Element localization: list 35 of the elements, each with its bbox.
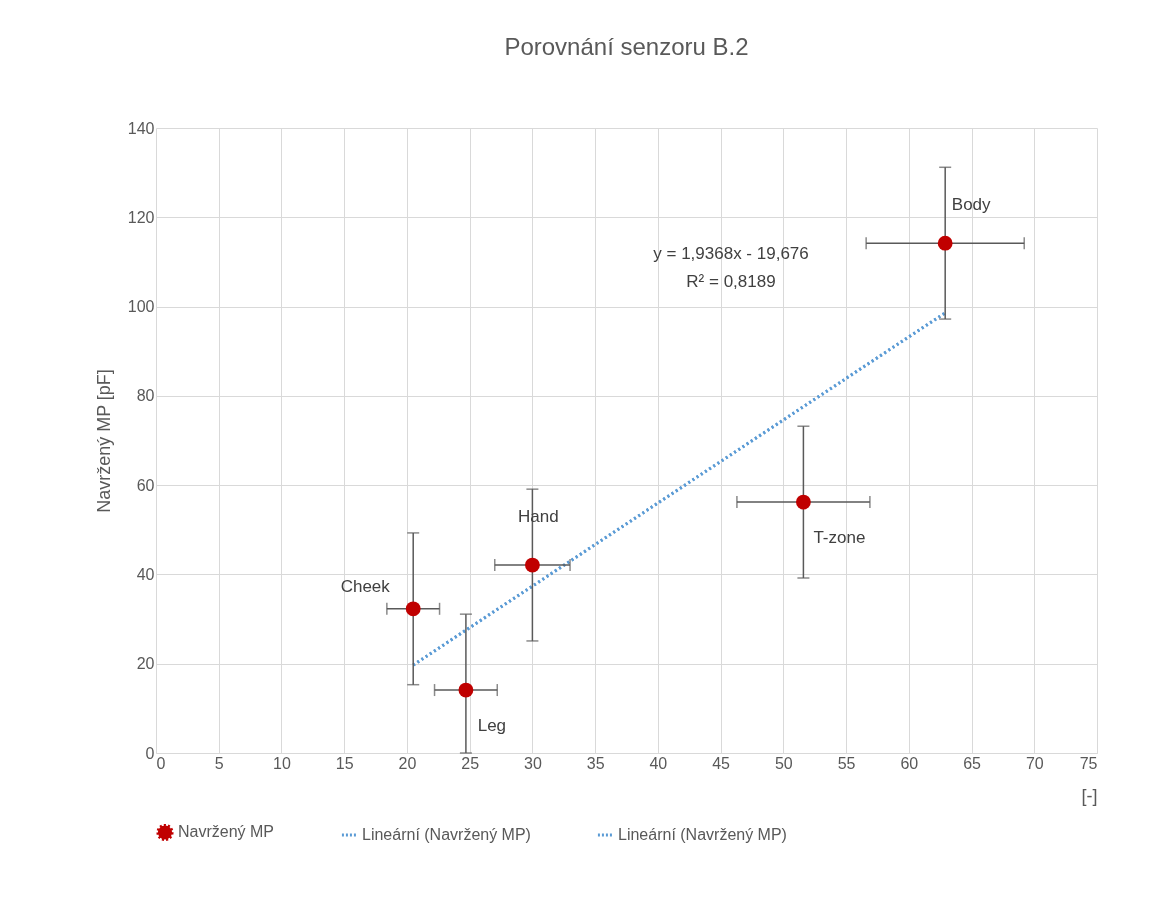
x-tick-label: 10	[273, 754, 291, 772]
annotation: R² = 0,8189	[686, 272, 776, 291]
x-tick-label: 25	[461, 754, 480, 772]
y-tick-label: 40	[136, 565, 155, 583]
x-tick-label: 70	[1025, 754, 1044, 772]
x-tick-label: 40	[649, 754, 668, 772]
y-axis-title: Navržený MP [pF]	[93, 369, 114, 513]
x-tick-label: 75	[1079, 754, 1098, 772]
x-tick-label: 0	[156, 754, 166, 772]
x-tick-label: 60	[900, 754, 919, 772]
x-tick-label: 65	[963, 754, 982, 772]
annotation: Leg	[477, 716, 507, 736]
y-tick-label: 100	[127, 298, 155, 316]
y-tick-label: 80	[136, 387, 155, 405]
annotation: T-zone	[813, 528, 866, 548]
x-tick-label: 20	[398, 754, 417, 772]
x-tick-label: 55	[837, 754, 856, 772]
x-tick-label: 30	[524, 754, 542, 772]
legend-label: Lineární (Navržený MP)	[618, 826, 787, 843]
legend-label: Navržený MP	[178, 823, 275, 841]
y-tick-label: 20	[136, 655, 155, 673]
y-tick-label: 60	[136, 476, 155, 494]
x-tick-label: 35	[586, 754, 605, 772]
x-axis-title: [-]	[1081, 785, 1098, 806]
y-tick-label: 140	[127, 119, 155, 137]
annotation: y = 1,9368x - 19,676	[653, 244, 809, 263]
x-tick-label: 50	[774, 754, 793, 772]
chart-title: Porovnání senzoru B.2	[504, 33, 749, 60]
legend-label: Lineární (Navržený MP)	[362, 826, 531, 843]
y-tick-label: 120	[127, 208, 155, 226]
annotation: Body	[951, 195, 992, 215]
annotation: Cheek	[340, 576, 391, 596]
x-tick-label: 15	[335, 754, 354, 772]
x-tick-label: 45	[712, 754, 731, 772]
x-tick-label: 5	[214, 754, 224, 772]
